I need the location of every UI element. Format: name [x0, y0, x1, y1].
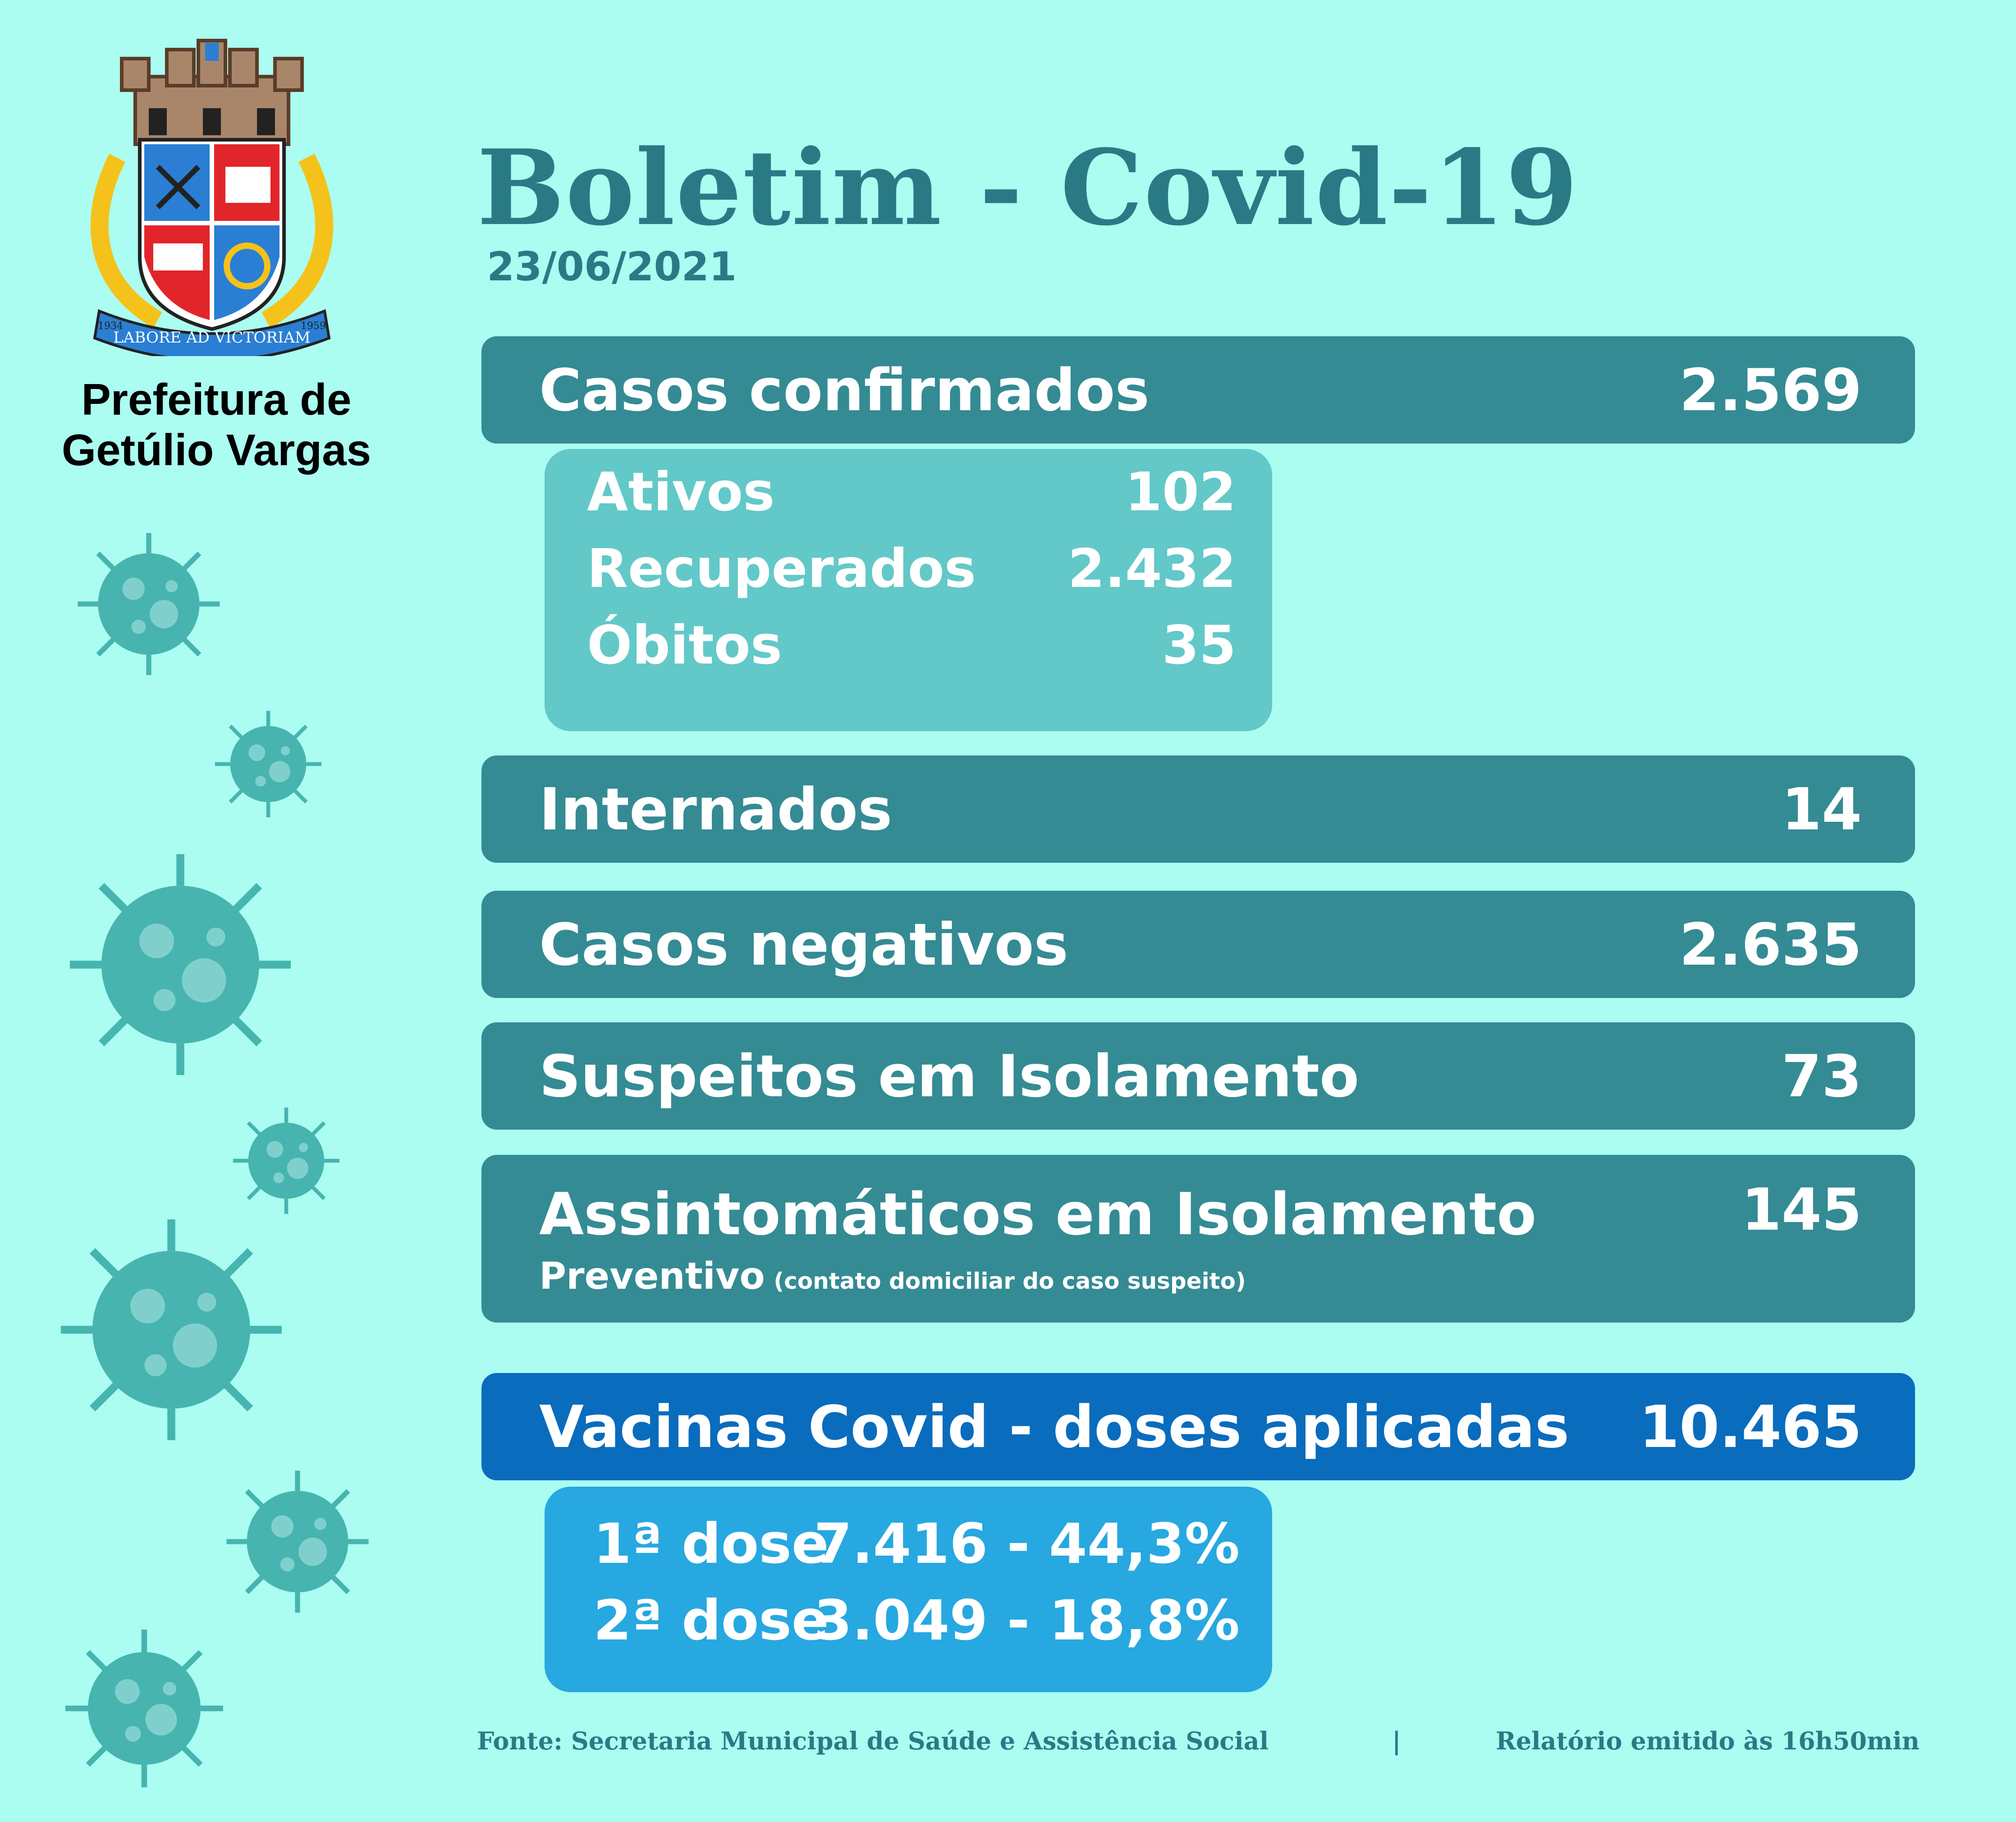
vaccines-value: 10.465	[1639, 1394, 1862, 1461]
suspects-bar: Suspeitos em Isolamento 73	[481, 1022, 1915, 1130]
organization-line2: Getúlio Vargas	[61, 425, 371, 475]
recovered-row: Recuperados 2.432	[587, 537, 1236, 605]
shield-icon	[138, 138, 286, 331]
first-dose-row: 1ª dose 7.416 - 44,3%	[587, 1512, 1240, 1579]
first-dose-value: 7.416 - 44,3%	[814, 1512, 1240, 1576]
second-dose-label: 2ª dose	[593, 1589, 829, 1653]
virus-icon	[54, 1618, 234, 1799]
bulletin-date: 23/06/2021	[487, 243, 737, 290]
virus-icon	[68, 523, 230, 685]
confirmed-breakdown-box: Ativos 102 Recuperados 2.432 Óbitos 35	[545, 449, 1272, 731]
page-title: Boletim - Covid-19	[477, 127, 1579, 249]
municipal-crest: LABORE AD VICTORIAM 1934 1959	[90, 39, 334, 356]
virus-icon	[207, 703, 329, 825]
confirmed-cases-bar: Casos confirmados 2.569	[481, 336, 1915, 444]
vaccine-doses-box: 1ª dose 7.416 - 44,3% 2ª dose 3.049 - 18…	[545, 1487, 1272, 1692]
crest-year-left: 1934	[98, 320, 123, 332]
virus-icon	[45, 1204, 298, 1456]
active-value: 102	[1125, 461, 1236, 523]
first-dose-label: 1ª dose	[593, 1512, 829, 1576]
crown-icon	[120, 39, 304, 146]
deaths-value: 35	[1162, 614, 1236, 676]
asymptomatic-value: 145	[1741, 1177, 1862, 1244]
crest-year-right: 1959	[301, 320, 326, 332]
asymptomatic-note: (contato domiciliar do caso suspeito)	[774, 1268, 1246, 1294]
active-row: Ativos 102	[587, 461, 1236, 528]
vaccines-label: Vacinas Covid - doses aplicadas	[539, 1394, 1569, 1461]
hospitalized-bar: Internados 14	[481, 755, 1915, 863]
hospitalized-value: 14	[1781, 776, 1862, 843]
negative-cases-bar: Casos negativos 2.635	[481, 891, 1915, 998]
confirmed-cases-value: 2.569	[1679, 357, 1862, 424]
crest-motto: LABORE AD VICTORIAM	[113, 329, 310, 347]
second-dose-row: 2ª dose 3.049 - 18,8%	[587, 1589, 1240, 1656]
footer-separator: |	[1392, 1726, 1401, 1755]
virus-icon	[216, 1460, 379, 1623]
asymptomatic-sublabel: Preventivo	[539, 1255, 765, 1298]
negative-cases-value: 2.635	[1679, 911, 1862, 979]
footer-report-time: Relatório emitido às 16h50min	[1495, 1726, 1920, 1755]
footer-source: Fonte: Secretaria Municipal de Saúde e A…	[477, 1726, 1269, 1755]
negative-cases-label: Casos negativos	[539, 911, 1068, 979]
suspects-label: Suspeitos em Isolamento	[539, 1043, 1359, 1110]
recovered-value: 2.432	[1068, 537, 1236, 600]
recovered-label: Recuperados	[587, 537, 976, 600]
suspects-value: 73	[1781, 1043, 1862, 1110]
vaccines-bar: Vacinas Covid - doses aplicadas 10.465	[481, 1373, 1915, 1480]
deaths-row: Óbitos 35	[587, 614, 1236, 682]
asymptomatic-bar: Assintomáticos em Isolamento 145 Prevent…	[481, 1155, 1915, 1323]
active-label: Ativos	[587, 461, 775, 523]
virus-icon	[54, 838, 307, 1091]
organization-line1: Prefeitura de	[81, 375, 352, 424]
confirmed-cases-label: Casos confirmados	[539, 357, 1150, 424]
hospitalized-label: Internados	[539, 776, 893, 843]
deaths-label: Óbitos	[587, 614, 782, 676]
footer: Fonte: Secretaria Municipal de Saúde e A…	[477, 1726, 1920, 1767]
organization-name: Prefeitura de Getúlio Vargas	[27, 374, 406, 475]
asymptomatic-label: Assintomáticos em Isolamento	[539, 1181, 1537, 1248]
second-dose-value: 3.049 - 18,8%	[814, 1589, 1240, 1653]
